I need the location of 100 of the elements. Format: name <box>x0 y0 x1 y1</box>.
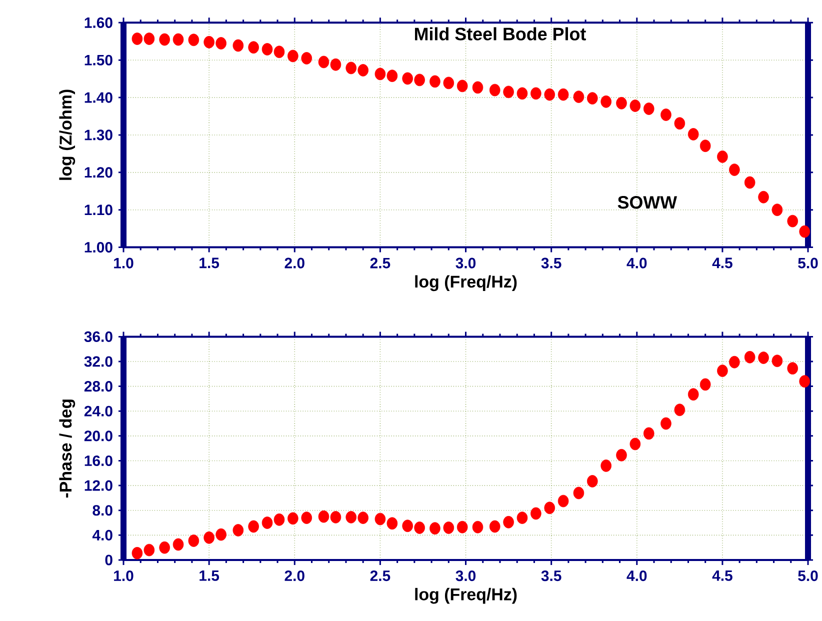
y-tick-label: 1.10 <box>84 204 112 216</box>
point <box>456 80 468 92</box>
point <box>132 32 143 45</box>
x-tick-label: 4.5 <box>712 570 732 581</box>
y-tick-label: 12.0 <box>84 480 112 491</box>
point <box>616 96 627 110</box>
point <box>573 90 584 103</box>
point <box>787 214 798 228</box>
point <box>232 524 244 536</box>
point <box>262 516 273 529</box>
y-tick-label: 1.00 <box>84 242 112 253</box>
point <box>172 538 184 551</box>
point <box>402 520 413 532</box>
point <box>489 84 500 96</box>
point <box>729 356 740 368</box>
point <box>262 43 273 56</box>
point <box>188 34 200 46</box>
point <box>386 70 398 82</box>
point <box>558 494 569 508</box>
point <box>530 507 542 520</box>
y-tick-label: 1.60 <box>84 17 112 28</box>
point <box>558 88 569 101</box>
point <box>318 510 330 523</box>
point <box>503 86 514 98</box>
point <box>248 520 259 533</box>
point <box>358 512 368 524</box>
point <box>772 204 783 216</box>
point <box>330 58 342 71</box>
chart-title: Mild Steel Bode Plot <box>415 27 586 40</box>
point <box>274 46 285 58</box>
x-tick-label: 3.5 <box>541 570 562 582</box>
x-tick-label: 1.5 <box>200 258 220 268</box>
point <box>374 512 386 526</box>
point <box>787 362 798 374</box>
point <box>472 520 484 534</box>
y-tick-label: 16.0 <box>84 455 112 466</box>
point <box>586 475 598 488</box>
point <box>700 378 711 391</box>
point <box>288 50 298 62</box>
point <box>204 531 214 544</box>
x-tick-label: 5.0 <box>798 570 818 582</box>
point <box>216 37 226 50</box>
y-tick-label: 36.0 <box>84 331 112 342</box>
point <box>489 520 500 533</box>
y-tick-label: 1.20 <box>84 167 112 178</box>
point <box>600 95 612 108</box>
point <box>386 517 398 530</box>
y-tick-label: 20.0 <box>84 430 112 442</box>
point <box>330 511 342 524</box>
y-tick-label: 1.40 <box>84 92 112 103</box>
point <box>402 72 413 85</box>
y-tick-label: 1.30 <box>84 130 112 140</box>
y-tick-label: 8.0 <box>92 505 112 516</box>
point <box>744 176 756 189</box>
point <box>346 511 357 524</box>
y-tick-label: 4.0 <box>92 530 112 540</box>
point <box>516 87 528 100</box>
point <box>456 520 468 534</box>
point <box>544 502 556 514</box>
point <box>346 62 357 74</box>
point <box>159 541 170 554</box>
point <box>758 352 769 364</box>
point <box>729 164 740 176</box>
point <box>544 88 556 101</box>
point <box>674 404 686 416</box>
y-tick-label: 0 <box>105 554 112 566</box>
point <box>188 534 200 547</box>
point <box>516 512 528 524</box>
point <box>799 375 810 388</box>
y-axis-title: -Phase / deg <box>59 400 76 498</box>
point <box>414 522 425 534</box>
x-tick-label: 2.0 <box>284 258 304 268</box>
point <box>132 546 143 560</box>
x-tick-label: 5.0 <box>798 258 818 268</box>
point <box>430 522 440 535</box>
point <box>216 528 226 541</box>
point <box>660 417 672 430</box>
point <box>717 364 728 377</box>
x-tick-label: 1.0 <box>114 570 134 582</box>
y-tick-label: 1.50 <box>84 54 112 66</box>
point <box>600 460 612 472</box>
point <box>443 522 454 534</box>
point <box>616 448 627 462</box>
point <box>414 74 425 86</box>
point <box>443 76 454 90</box>
point <box>248 41 259 54</box>
point <box>799 225 810 238</box>
point <box>204 36 214 48</box>
point <box>232 39 244 52</box>
point <box>318 56 330 68</box>
x-tick-label: 2.0 <box>284 570 304 582</box>
x-tick-label: 1.0 <box>114 258 134 268</box>
point <box>274 513 285 526</box>
point <box>472 81 484 94</box>
x-axis-title: log (Freq/Hz) <box>415 588 517 604</box>
annotation: SOWW <box>618 196 678 209</box>
point <box>688 388 699 401</box>
point <box>643 102 654 115</box>
point <box>430 75 440 88</box>
point <box>503 516 514 528</box>
